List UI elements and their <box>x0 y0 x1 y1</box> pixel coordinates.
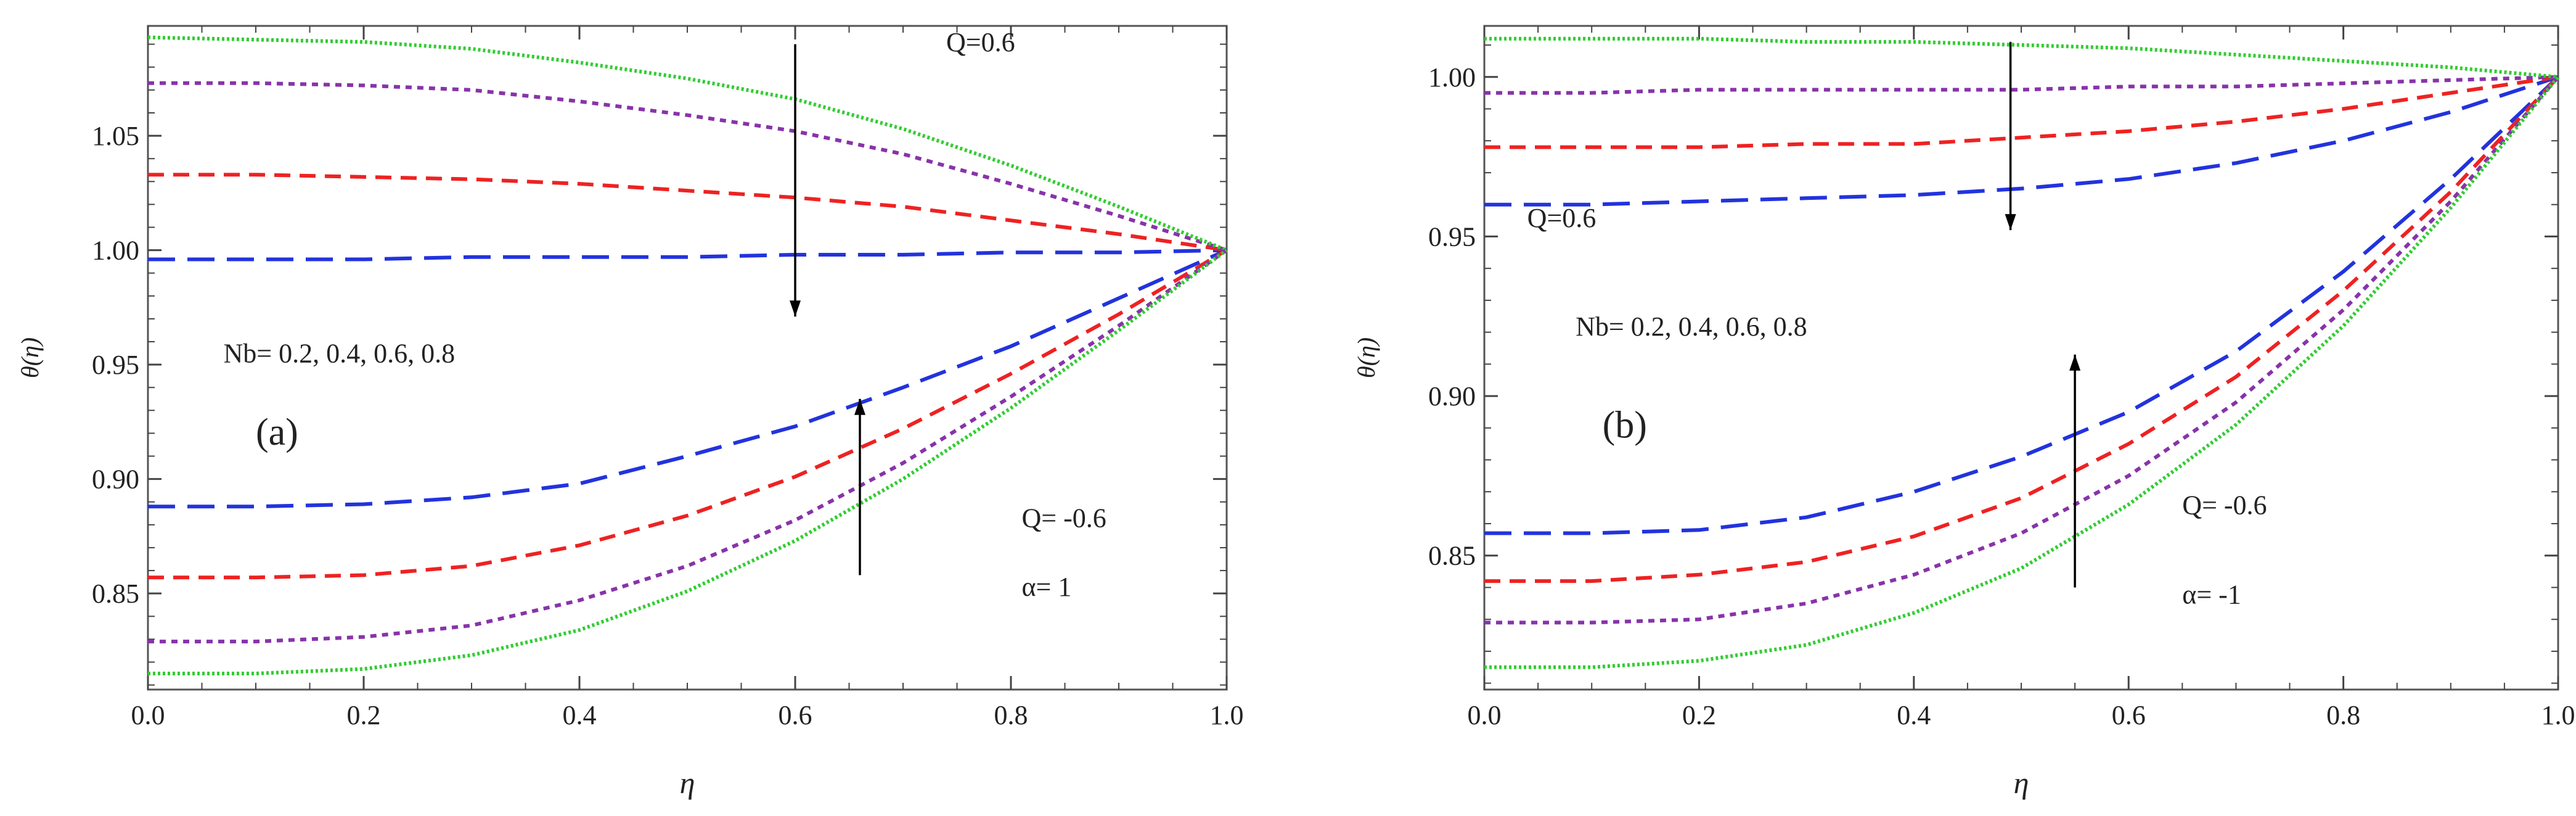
series-line-nb-0-6-q-0-6 <box>148 81 1227 252</box>
series-line-nb-0-6-q-0-6 <box>1484 75 2559 95</box>
x-tick-label: 0.4 <box>563 700 597 730</box>
series-line-nb-0-2-q-0-6 <box>148 248 1227 262</box>
x-tick-label: 0.6 <box>779 700 812 730</box>
y-tick-label: 1.00 <box>1428 62 1476 93</box>
series-line-nb-0-2-q-0-6 <box>1484 75 2560 535</box>
chart-panel-a: 0.0 0.2 0.4 0.6 0.8 1.0 0.85 0.90 0.95 1.00 1.05 η θ… <box>16 25 1244 800</box>
y-tick-label: 0.85 <box>92 579 139 609</box>
series-line-nb-0-2-q-0-6 <box>148 248 1228 509</box>
x-tick-label: 0.0 <box>131 700 165 730</box>
x-tick-label: 0.2 <box>1682 700 1716 730</box>
series-line-nb-0-4-q-0-6 <box>1484 75 2560 583</box>
series-line-nb-0-6-q-0-6 <box>1484 75 2560 625</box>
y-tick-label: 0.85 <box>1428 541 1476 571</box>
x-tick-label: 0.0 <box>1468 700 1502 730</box>
series-line-nb-0-4-q-0-6 <box>148 173 1227 252</box>
x-axis-label: η <box>680 765 695 800</box>
arrow-head <box>2005 214 2016 231</box>
y-tick-label: 0.95 <box>92 350 139 380</box>
x-axis-label: η <box>2014 765 2029 800</box>
x-tick-label: 0.8 <box>2326 700 2360 730</box>
x-tick-label: 1.0 <box>2541 700 2575 730</box>
chart-panel-b: 0.0 0.2 0.4 0.6 0.8 1.0 0.85 0.90 0.95 1.00 η θ(η) Q… <box>1352 25 2575 800</box>
series-line-nb-0-8-q-0-6 <box>1484 36 2559 79</box>
x-tick-label: 0.8 <box>994 700 1028 730</box>
x-tick-label: 0.2 <box>347 700 381 730</box>
y-tick-label: 0.90 <box>1428 381 1476 411</box>
x-tick-label: 1.0 <box>1210 700 1244 730</box>
annotation-text: Q= -0.6 <box>2182 490 2267 520</box>
arrow-head <box>854 398 865 415</box>
annotation-text: α= 1 <box>1022 572 1072 602</box>
arrow-head <box>790 300 801 317</box>
y-tick-label: 0.95 <box>1428 221 1476 252</box>
y-tick-label: 0.90 <box>92 464 139 495</box>
annotation-text: Q= -0.6 <box>1022 503 1106 534</box>
annotation-text: Nb= 0.2, 0.4, 0.6, 0.8 <box>224 338 456 368</box>
panel-label: (b) <box>1603 404 1647 446</box>
series-line-nb-0-4-q-0-6 <box>148 249 1228 580</box>
series-line-nb-0-4-q-0-6 <box>1484 75 2559 149</box>
series-line-nb-0-6-q-0-6 <box>148 249 1228 644</box>
annotation-text: Q=0.6 <box>946 27 1015 57</box>
arrow-head <box>2069 354 2081 371</box>
series-line-nb-0-8-q-0-6 <box>148 249 1228 675</box>
y-tick-label: 1.00 <box>92 236 139 266</box>
y-axis-label: θ(η) <box>1352 337 1380 378</box>
x-tick-label: 0.6 <box>2112 700 2146 730</box>
y-tick-label: 1.05 <box>92 121 139 151</box>
series-line-nb-0-2-q-0-6 <box>1484 75 2559 207</box>
panel-label: (a) <box>256 411 298 453</box>
series-line-nb-0-8-q-0-6 <box>1484 75 2560 669</box>
x-tick-label: 0.4 <box>1897 700 1931 730</box>
annotation-text: α= -1 <box>2182 579 2241 609</box>
y-axis-label: θ(η) <box>16 337 44 378</box>
series-line-nb-0-8-q-0-6 <box>147 35 1228 252</box>
annotation-text: Nb= 0.2, 0.4, 0.6, 0.8 <box>1576 311 1807 342</box>
annotation-text: Q=0.6 <box>1527 203 1597 233</box>
